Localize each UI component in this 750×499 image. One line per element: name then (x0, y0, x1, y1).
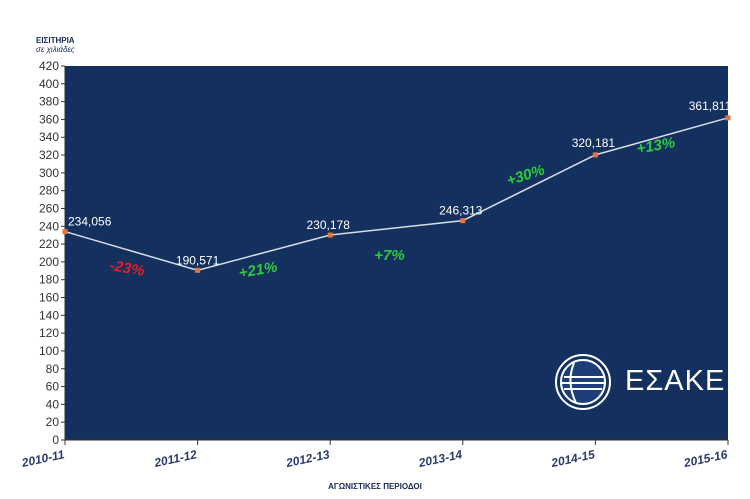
y-axis-subtitle: σε χιλιάδες (36, 45, 75, 54)
x-tick-label: 2011-12 (152, 447, 198, 470)
y-tick-label: 120 (39, 326, 59, 340)
y-tick-label: 360 (39, 112, 59, 126)
y-axis-title: ΕΙΣΙΤΗΡΙΑ (36, 36, 75, 45)
change-label: -23% (108, 257, 145, 280)
y-tick-label: 100 (39, 344, 59, 358)
y-tick-label: 380 (39, 95, 59, 109)
data-label: 190,571 (176, 253, 220, 267)
y-tick-label: 180 (39, 273, 59, 287)
change-labels: -23% +21%+7%+30%+13% (108, 134, 676, 282)
y-tick-label: 320 (39, 148, 59, 162)
y-tick-label: 140 (39, 308, 59, 322)
y-tick-label: 400 (39, 77, 59, 91)
data-label: 234,056 (68, 215, 112, 229)
y-tick-label: 160 (39, 291, 59, 305)
x-tick-label: 2013-14 (416, 447, 463, 470)
y-tick-label: 40 (46, 397, 60, 411)
y-tick-label: 260 (39, 201, 59, 215)
x-tick-label: 2010-11 (20, 447, 66, 470)
x-tick-label: 2015-16 (682, 447, 729, 470)
data-point (592, 152, 598, 158)
basketball-icon (555, 354, 611, 410)
y-tick-label: 280 (39, 184, 59, 198)
series-line (62, 115, 731, 273)
y-tick-label: 300 (39, 166, 59, 180)
x-tick-label: 2012-13 (284, 447, 331, 470)
x-axis: 2010-11 2011-12 2012-13 2013-14 2014-15 2015-… (20, 439, 729, 470)
y-tick-label: 220 (39, 237, 59, 251)
data-label: 230,178 (307, 218, 351, 232)
change-label: +21% (238, 258, 279, 281)
y-tick-label: 200 (39, 255, 59, 269)
y-tick-label: 20 (46, 415, 60, 429)
logo-text: ΕΣΑΚΕ (625, 365, 726, 397)
data-point (327, 232, 333, 238)
y-tick-label: 80 (46, 362, 60, 376)
data-point (195, 267, 201, 273)
series-line-path (64, 117, 729, 272)
data-point (62, 229, 68, 235)
y-axis: 0 20 40 60 80 100 120 140 160 180 200 220 240 260 280 3… (39, 59, 66, 447)
x-tick-label: 2014-15 (549, 447, 596, 470)
data-point (725, 115, 731, 121)
y-tick-label: 340 (39, 130, 59, 144)
plot-area (65, 66, 728, 440)
x-axis-title: ΑΓΩΝΙΣΤΙΚΕΣ ΠΕΡΙΟΔΟΙ (328, 482, 422, 491)
data-labels: 234,056 190,571 230,178 246,313 320,181 361,8… (68, 99, 732, 267)
change-label: +13% (635, 134, 676, 157)
y-tick-label: 60 (46, 380, 60, 394)
y-tick-label: 240 (39, 219, 59, 233)
change-label: +7% (374, 247, 404, 264)
data-label: 320,181 (572, 136, 616, 150)
y-tick-label: 0 (52, 433, 59, 447)
esake-logo: ΕΣΑΚΕ (554, 353, 724, 411)
y-tick-label: 420 (39, 59, 59, 73)
data-label: 246,313 (439, 204, 483, 218)
data-point (460, 218, 466, 224)
data-label: 361,811 (689, 99, 732, 113)
